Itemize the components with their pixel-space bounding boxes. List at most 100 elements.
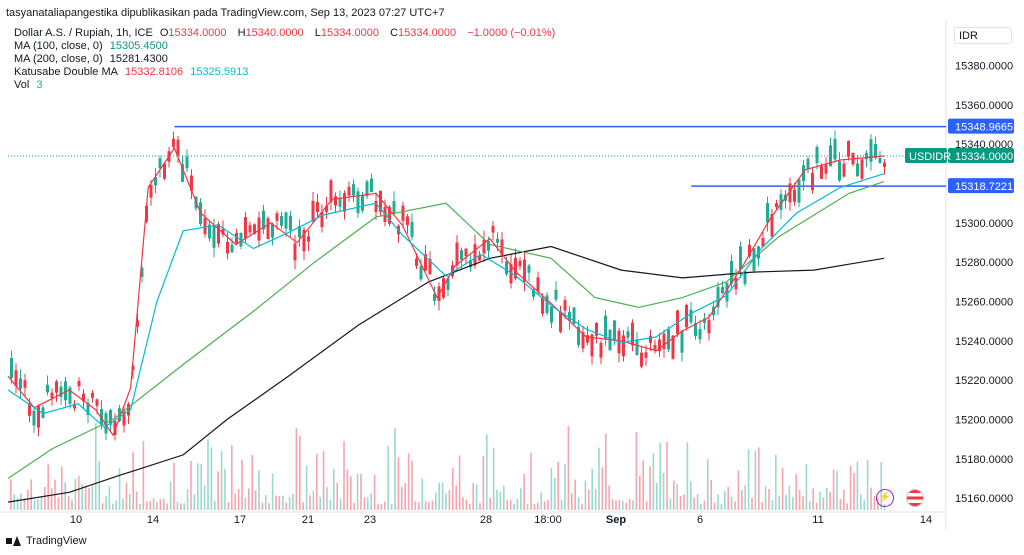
volume-bar — [458, 455, 461, 510]
candle-body — [464, 248, 468, 257]
candle-body — [725, 282, 729, 302]
symbol-name[interactable]: Dollar A.S. / Rupiah, 1h, ICE — [14, 27, 153, 39]
flash-icon[interactable]: ⚡ — [876, 489, 894, 507]
candle-body — [275, 213, 279, 221]
volume-bar — [367, 497, 369, 510]
volume-bar — [785, 494, 787, 510]
volume-bar — [166, 503, 168, 510]
candle-body — [365, 181, 369, 197]
volume-bar — [540, 492, 542, 510]
volume-bar — [469, 503, 471, 510]
legend-katusabe-row[interactable]: Katusabe Double MA 15332.8106 15325.5913 — [14, 66, 559, 79]
candle-body — [352, 184, 355, 196]
candle-body — [73, 403, 76, 409]
candle-body — [680, 330, 684, 353]
x-tick-label: 14 — [920, 514, 932, 526]
legend-symbol-row[interactable]: Dollar A.S. / Rupiah, 1h, ICE O15334.000… — [14, 27, 559, 40]
volume-bar — [414, 501, 417, 510]
volume-bar — [662, 472, 665, 510]
candle-body — [10, 358, 13, 379]
volume-bar — [812, 488, 814, 510]
y-tick-label: 15220.0000 — [955, 375, 1013, 387]
volume-bar — [564, 464, 566, 510]
candle-body — [131, 365, 135, 371]
legend-volume-row[interactable]: Vol 3 — [14, 79, 559, 92]
price-label-bg — [948, 118, 1014, 134]
volume-bar — [693, 497, 695, 510]
volume-bar — [526, 503, 529, 510]
candle-body — [343, 193, 346, 212]
volume-bar — [608, 485, 610, 510]
candle-body — [356, 191, 360, 214]
volume-bar — [370, 492, 372, 510]
volume-bar — [802, 496, 804, 510]
us-flag-icon[interactable] — [906, 489, 924, 507]
volume-bar — [333, 468, 335, 510]
candle-body — [127, 404, 130, 416]
volume-bar — [74, 478, 77, 510]
close-value: 15334.0000 — [398, 27, 457, 39]
legend: Dollar A.S. / Rupiah, 1h, ICE O15334.000… — [14, 27, 559, 92]
volume-bar — [839, 498, 842, 510]
volume-bar — [176, 501, 179, 510]
volume-bar — [778, 495, 780, 510]
candle-body — [433, 293, 436, 301]
currency-button[interactable]: IDR — [954, 27, 1012, 44]
candle-body — [568, 311, 571, 321]
volume-bar — [91, 485, 94, 510]
legend-ma200-row[interactable]: MA (200, close, 0) 15281.4300 — [14, 53, 559, 66]
y-tick-label: 15360.0000 — [955, 100, 1013, 112]
volume-bar — [146, 501, 148, 510]
volume-bar — [611, 499, 614, 510]
volume-bar — [492, 447, 495, 510]
volume-bar — [234, 493, 236, 510]
candle-body — [95, 399, 99, 406]
candle-body — [482, 239, 486, 254]
volume-bar — [95, 423, 97, 510]
volume-bar — [856, 461, 859, 510]
y-tick-label: 15380.0000 — [955, 61, 1013, 73]
candle-body — [424, 254, 427, 271]
candle-body — [590, 334, 594, 357]
candle-body — [379, 190, 382, 212]
volume-bar — [132, 452, 134, 510]
volume-bar — [210, 447, 213, 510]
candle-body — [388, 206, 391, 224]
y-tick-label: 15200.0000 — [955, 415, 1013, 427]
candle-body — [244, 217, 247, 239]
volume-bar — [105, 496, 107, 510]
x-tick-label: 28 — [480, 514, 492, 526]
candle-body — [883, 162, 886, 168]
candle-body — [613, 320, 616, 342]
volume-bar — [421, 478, 423, 510]
candle-body — [316, 201, 319, 213]
volume-bar — [866, 459, 869, 510]
candle-body — [703, 318, 706, 323]
x-tick-label: 18:00 — [534, 514, 562, 526]
volume-bar — [13, 494, 15, 510]
x-tick-label: Sep — [606, 514, 626, 526]
volume-bar — [533, 503, 536, 510]
candle-body — [370, 178, 373, 193]
volume-bar — [353, 502, 355, 510]
volume-bar — [591, 468, 593, 510]
candle-body — [815, 147, 819, 163]
symbol-label: USDIDR — [909, 151, 951, 163]
candle-body — [415, 258, 418, 266]
volume-bar — [795, 474, 797, 510]
candle-body — [253, 224, 256, 234]
legend-ma100-row[interactable]: MA (100, close, 0) 15305.4500 — [14, 40, 559, 53]
volume-bar — [686, 442, 689, 510]
candle-body — [248, 225, 252, 233]
volume-bar — [261, 502, 264, 510]
candle-body — [869, 139, 873, 162]
candle-body — [487, 240, 490, 251]
volume-bar — [571, 493, 573, 510]
candle-body — [82, 393, 85, 402]
volume-bar — [455, 485, 457, 510]
volume-bar — [829, 491, 831, 510]
volume-bar — [550, 468, 553, 510]
candle-body — [739, 246, 742, 270]
price-label-bg — [948, 178, 1014, 194]
